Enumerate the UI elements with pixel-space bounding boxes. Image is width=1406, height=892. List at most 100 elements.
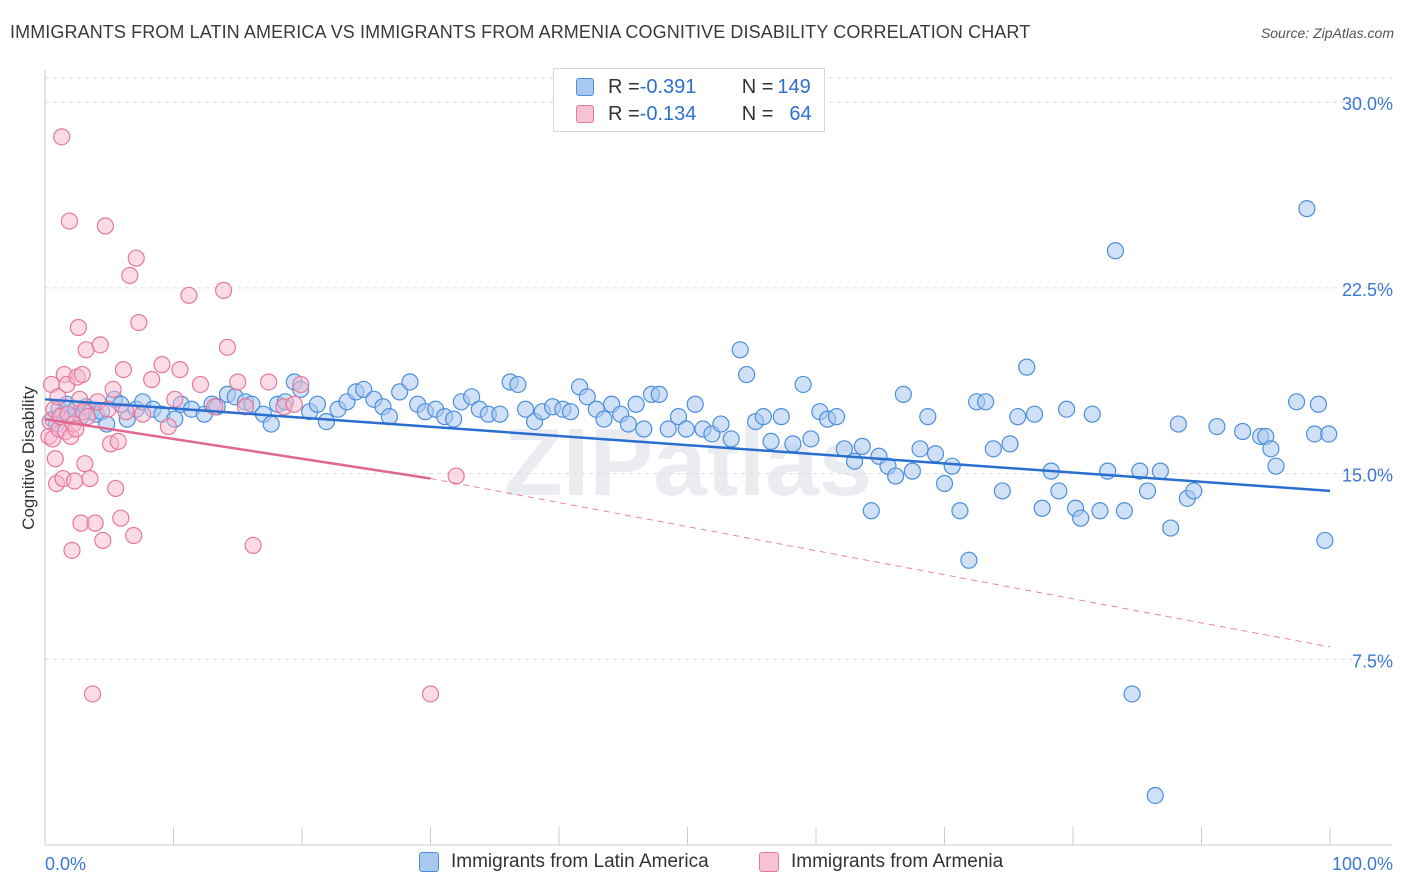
data-point-latin-america: [1162, 519, 1180, 537]
data-point-latin-america: [650, 385, 668, 403]
data-point-armenia: [292, 375, 310, 394]
data-point-armenia: [112, 509, 130, 527]
data-point-latin-america: [659, 420, 677, 438]
data-point-armenia: [285, 395, 303, 413]
data-point-latin-america: [516, 400, 535, 418]
source-credit: Source: ZipAtlas.com: [1260, 25, 1394, 41]
data-point-armenia: [191, 375, 210, 394]
data-point-armenia: [130, 313, 148, 332]
trend-lines: [44, 398, 1331, 648]
data-point-latin-america: [1316, 531, 1334, 550]
data-point-latin-america: [911, 440, 929, 458]
data-point-latin-america: [722, 430, 740, 448]
data-point-latin-america: [712, 415, 730, 433]
r-label: R =: [608, 75, 640, 98]
data-point-latin-america: [853, 437, 871, 455]
data-point-latin-america: [977, 393, 995, 411]
legend-stats: R = -0.391 N = 149 R = -0.134 N = 64: [553, 68, 825, 132]
data-point-latin-america: [1025, 405, 1044, 423]
data-point-latin-america: [509, 375, 527, 394]
data-point-armenia: [83, 685, 102, 703]
data-point-latin-america: [1146, 786, 1164, 805]
data-point-latin-america: [772, 408, 790, 426]
data-point-armenia: [171, 361, 189, 379]
data-point-latin-america: [887, 467, 905, 485]
data-point-latin-america: [1123, 685, 1141, 703]
data-point-latin-america: [1083, 405, 1101, 423]
data-point-latin-america: [1057, 400, 1076, 418]
series-armenia: [40, 128, 465, 703]
data-point-armenia: [244, 536, 262, 554]
data-point-armenia: [134, 405, 152, 423]
data-point-armenia: [81, 469, 99, 488]
n-label: N =: [741, 102, 774, 125]
legend-label: Immigrants from Armenia: [791, 851, 1004, 872]
axes: [44, 70, 1392, 846]
trend-line-latin-america: [44, 398, 1331, 493]
n-value: 149: [777, 75, 811, 98]
data-point-armenia: [259, 373, 278, 391]
data-point-latin-america: [1072, 509, 1090, 527]
data-point-armenia: [46, 450, 64, 468]
data-point-armenia: [94, 531, 112, 550]
trend-line-armenia: [44, 417, 431, 480]
data-point-latin-america: [738, 365, 756, 384]
data-point-armenia: [86, 514, 104, 532]
data-point-armenia: [218, 338, 237, 356]
data-point-armenia: [63, 541, 81, 559]
data-point-armenia: [143, 370, 161, 389]
data-point-latin-america: [984, 440, 1002, 458]
data-point-latin-america: [1001, 435, 1019, 453]
x-tick-label: 100.0%: [1332, 854, 1393, 874]
data-point-latin-america: [1185, 482, 1203, 500]
data-point-latin-america: [355, 380, 373, 399]
data-point-latin-america: [894, 385, 912, 403]
n-label: N =: [741, 75, 774, 98]
data-point-latin-america: [951, 502, 969, 520]
data-point-latin-america: [784, 435, 802, 453]
data-point-latin-america: [561, 403, 580, 421]
data-point-latin-america: [1267, 457, 1285, 475]
data-point-latin-america: [926, 445, 945, 463]
data-point-latin-america: [1234, 422, 1252, 441]
r-value: -0.391: [639, 75, 697, 98]
data-point-latin-america: [1320, 425, 1338, 443]
data-point-armenia: [166, 390, 184, 408]
r-label: R =: [608, 102, 640, 125]
data-point-armenia: [78, 408, 97, 426]
data-point-latin-america: [862, 502, 880, 520]
pink-swatch-icon: [576, 105, 594, 123]
grid-lines: [45, 77, 1392, 660]
data-point-latin-america: [1050, 482, 1068, 500]
data-point-latin-america: [1309, 395, 1328, 413]
data-point-latin-america: [1138, 482, 1157, 500]
data-point-latin-america: [1091, 502, 1109, 520]
data-point-latin-america: [1033, 499, 1051, 517]
data-point-armenia: [114, 361, 132, 379]
data-point-latin-america: [1151, 462, 1169, 480]
data-point-latin-america: [1018, 358, 1036, 376]
data-point-armenia: [65, 472, 84, 490]
data-point-latin-america: [635, 420, 653, 438]
data-point-armenia: [447, 467, 465, 485]
data-point-armenia: [69, 318, 88, 337]
data-point-latin-america: [802, 430, 820, 448]
legend-row-latin-america: R = -0.391 N = 149: [576, 74, 811, 100]
data-point-latin-america: [445, 410, 463, 428]
data-point-armenia: [76, 455, 94, 473]
legend-row-armenia: R = -0.134 N = 64: [576, 101, 812, 127]
y-tick-label: 15.0%: [1342, 466, 1393, 486]
blue-swatch-icon: [419, 852, 439, 872]
data-point-latin-america: [619, 415, 637, 433]
data-point-armenia: [127, 249, 145, 267]
data-point-latin-america: [827, 408, 846, 426]
data-point-armenia: [109, 432, 127, 451]
data-point-latin-america: [627, 395, 645, 413]
data-point-armenia: [121, 266, 139, 285]
data-point-latin-america: [903, 462, 921, 480]
data-point-armenia: [229, 373, 247, 391]
blue-swatch-icon: [576, 78, 594, 96]
data-point-latin-america: [1115, 502, 1134, 520]
pink-swatch-icon: [759, 852, 779, 872]
